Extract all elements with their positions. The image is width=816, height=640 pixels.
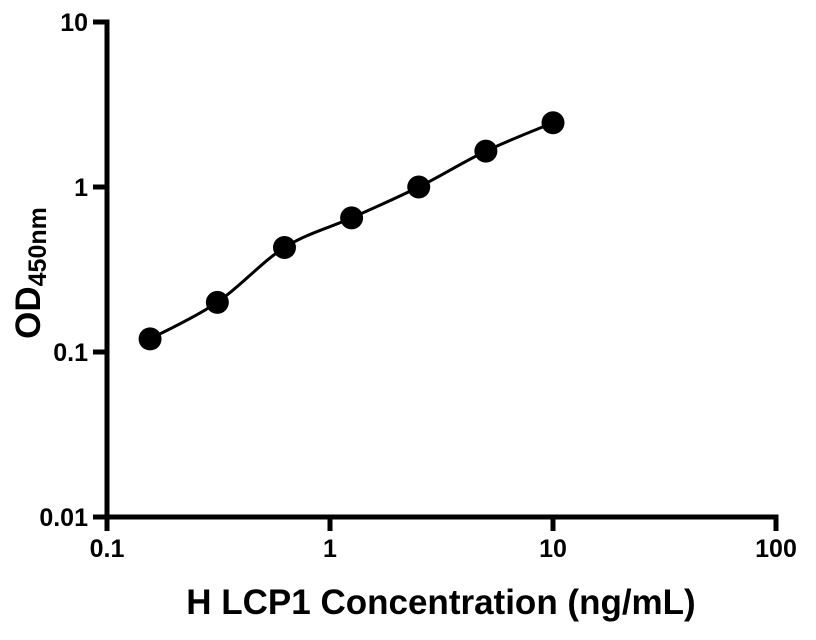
data-point (272, 235, 296, 259)
y-axis-title-main: OD (9, 286, 48, 339)
data-point (541, 111, 565, 135)
x-tick-label: 10 (539, 535, 567, 563)
data-point (138, 327, 162, 351)
y-tick-label: 10 (60, 9, 88, 37)
data-point (474, 139, 498, 163)
axis-spine (104, 19, 779, 520)
x-axis-title: H LCP1 Concentration (ng/mL) (186, 583, 695, 622)
y-tick-label: 0.1 (53, 339, 88, 367)
y-tick-label: 0.01 (39, 504, 88, 532)
data-point (205, 290, 229, 314)
data-point (407, 175, 431, 199)
y-axis-title-subscript: 450nm (24, 207, 52, 286)
x-tick-label: 100 (755, 535, 797, 563)
data-point (340, 206, 364, 230)
y-tick-label: 1 (74, 174, 88, 202)
y-axis-title: OD450nm (9, 207, 52, 339)
x-tick-label: 0.1 (90, 535, 125, 563)
x-tick-label: 1 (323, 535, 337, 563)
